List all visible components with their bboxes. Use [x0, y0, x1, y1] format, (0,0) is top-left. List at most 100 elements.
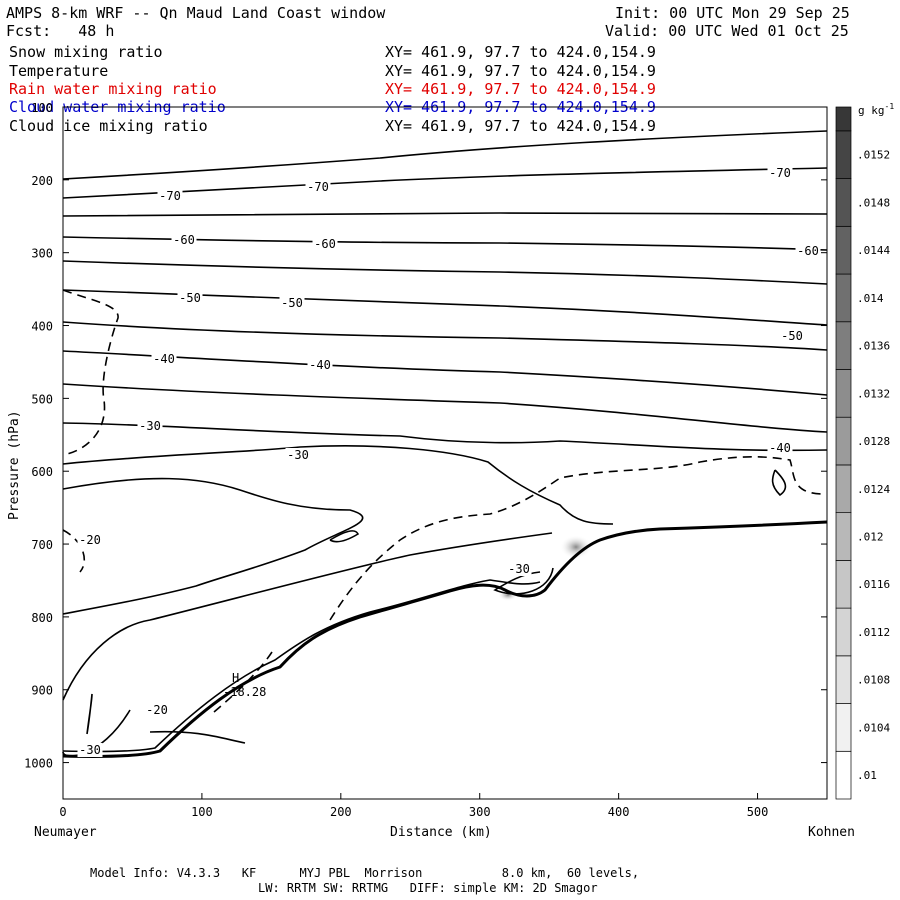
- dashed-contour: [329, 456, 828, 621]
- y-tick-label: 200: [31, 174, 53, 188]
- colorbar-swatch: [835, 750, 852, 800]
- contour-label-bg: [305, 180, 331, 194]
- colorbar-swatch: [835, 464, 852, 514]
- colorbar-swatch: [835, 369, 852, 418]
- contour-label: -20: [146, 703, 168, 717]
- isotherm: [62, 422, 828, 452]
- isotherm: [62, 532, 553, 701]
- isotherm: [62, 130, 828, 180]
- colorbar-tick-label: .0132: [857, 387, 890, 400]
- y-tick-label: 100: [31, 101, 53, 115]
- dashed-contour: [62, 289, 119, 456]
- isotherm: [62, 383, 828, 433]
- colorbar-unit: g kg-1: [858, 102, 894, 117]
- x-axis-title: Distance (km): [390, 825, 492, 840]
- colorbar-tick-label: .0144: [857, 244, 890, 257]
- y-axis-title: Pressure (hPa): [7, 410, 22, 520]
- contour-label-bg: [157, 189, 183, 203]
- colorbar-swatch: [835, 416, 852, 466]
- contour-label-bg: [137, 419, 163, 433]
- contour-label-bg: [767, 441, 793, 455]
- isotherm: [329, 530, 360, 543]
- contour-labels: -70 -70 -70 -60 -60 -60 -50 -50 -50 -40 -40 -40 -30 -…: [77, 166, 821, 757]
- colorbar-tick-label: .014: [857, 292, 884, 305]
- dashed-contour: [62, 529, 86, 573]
- field-label-snow: Snow mixing ratio: [9, 43, 163, 61]
- colorbar-tick-label: .01: [857, 769, 877, 782]
- field-label-rain: Rain water mixing ratio: [9, 80, 217, 98]
- contour-label: -70: [159, 189, 181, 203]
- colorbar-tick-label: .012: [857, 531, 884, 544]
- snow-shading: [560, 535, 592, 559]
- contour-label: -50: [179, 291, 201, 305]
- field-xy-snow: XY= 461.9, 97.7 to 424.0,154.9: [385, 43, 656, 61]
- x-tick-label: 0: [59, 805, 66, 819]
- colorbar-swatch: [835, 106, 852, 132]
- isotherm: [62, 350, 828, 396]
- colorbar-swatch: [835, 321, 852, 370]
- x-right-endpoint: Kohnen: [808, 825, 855, 840]
- plot-frame: [62, 106, 828, 800]
- field-xy-temperature: XY= 461.9, 97.7 to 424.0,154.9: [385, 62, 656, 80]
- colorbar-tick-label: .0104: [857, 721, 890, 734]
- contour-label: -60: [173, 233, 195, 247]
- contour-label-bg: [506, 562, 532, 576]
- y-tick-label: 300: [31, 247, 53, 261]
- contour-label: -70: [307, 180, 329, 194]
- footer-model-info: Model Info: V4.3.3 KF MYJ PBL Morrison 8…: [90, 866, 640, 880]
- colorbar-swatch: [835, 703, 852, 752]
- contour-label: -50: [781, 329, 803, 343]
- isotherm: [86, 693, 93, 735]
- contour-label: -30: [79, 743, 101, 757]
- colorbar-tick-label: .0124: [857, 483, 890, 496]
- colorbar-swatch: [835, 273, 852, 323]
- colorbar-swatch: [835, 225, 852, 275]
- contour-label-bg: [151, 352, 177, 366]
- contour-label: -40: [769, 441, 791, 455]
- colorbar-swatch: [835, 655, 852, 704]
- isotherm: [771, 469, 787, 497]
- colorbar-tick-label: .0128: [857, 435, 890, 448]
- colorbar-tick-label: .0152: [857, 149, 890, 162]
- extremum-symbol: H: [232, 671, 239, 685]
- isotherm: [62, 445, 614, 525]
- y-tick-label: 500: [31, 392, 53, 406]
- x-left-endpoint: Neumayer: [34, 825, 97, 840]
- colorbar-tick-label: .0108: [857, 674, 890, 687]
- colorbar-swatch: [835, 178, 852, 227]
- valid-time: Valid: 00 UTC Wed 01 Oct 25: [605, 22, 849, 40]
- contour-label-bg: [77, 533, 103, 547]
- colorbar-swatch: [835, 560, 852, 609]
- isotherm: [149, 730, 246, 744]
- y-axis: 100 200 300 400 500 600 700 800 900 1000: [24, 101, 827, 771]
- contour-label: -30: [287, 448, 309, 462]
- contour-label-bg: [144, 703, 170, 717]
- contour-label-bg: [279, 296, 305, 310]
- contour-label-bg: [779, 329, 805, 343]
- contour-label-bg: [285, 448, 311, 462]
- contour-label: -30: [139, 419, 161, 433]
- cloud-ice-contours: [62, 289, 828, 713]
- contour-label: -50: [281, 296, 303, 310]
- contour-label-bg: [795, 244, 821, 258]
- colorbar-swatch: [835, 512, 852, 561]
- contour-label: -40: [153, 352, 175, 366]
- y-tick-label: 1000: [24, 757, 53, 771]
- colorbar: .01 .0104 .0108 .0112 .0116 .012 .0124 .0128 .01…: [835, 106, 890, 800]
- contour-label-bg: [307, 358, 333, 372]
- colorbar-tick-label: .0136: [857, 340, 890, 353]
- contour-label: -20: [79, 533, 101, 547]
- x-axis: 0 100 200 300 400 500: [59, 793, 768, 819]
- isotherm: [62, 477, 364, 615]
- field-label-temperature: Temperature: [9, 62, 109, 80]
- contour-label-bg: [312, 237, 338, 251]
- y-tick-label: 700: [31, 538, 53, 552]
- extremum-value: -18.28: [223, 685, 266, 699]
- x-tick-label: 500: [747, 805, 769, 819]
- field-label-cloud-ice: Cloud ice mixing ratio: [9, 117, 208, 135]
- x-tick-label: 100: [191, 805, 213, 819]
- field-xy-rain: XY= 461.9, 97.7 to 424.0,154.9: [385, 80, 656, 98]
- colorbar-swatch: [835, 607, 852, 657]
- isotherm: [62, 260, 828, 285]
- colorbar-tick-label: .0112: [857, 626, 890, 639]
